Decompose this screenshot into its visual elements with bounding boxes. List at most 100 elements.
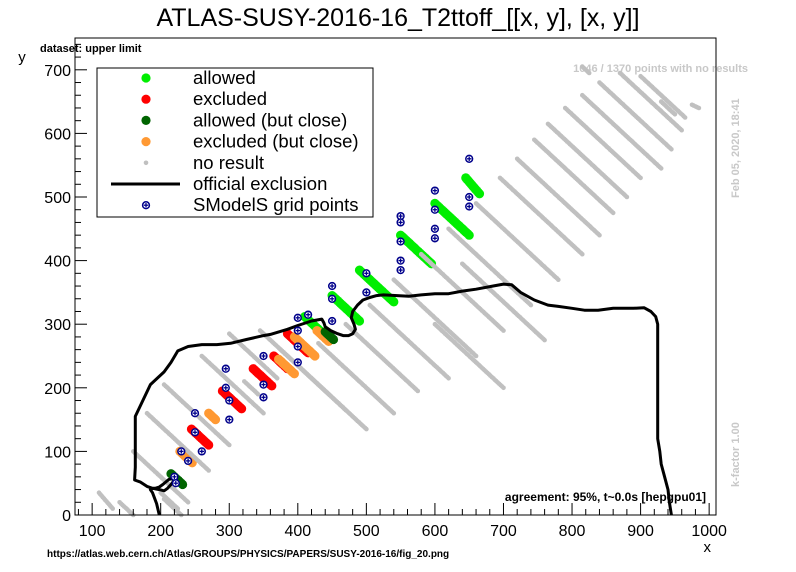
data-point [542,338,547,343]
band-no-result [474,201,561,282]
x-tick-label: 400 [284,523,311,540]
grid-point [329,318,336,325]
grid-point [198,448,205,455]
grid-point [260,381,267,388]
grid-point [432,225,439,232]
legend-marker [141,73,150,82]
y-tick-label: 600 [44,126,71,143]
band-no-result [690,103,702,111]
data-point [625,195,630,200]
grid-point [172,480,179,487]
grid-point [397,267,404,274]
band-no-result [433,322,506,390]
legend-label: excluded [193,88,267,109]
x-tick-label: 1000 [691,523,727,540]
legend-marker [141,95,150,104]
data-point [638,176,643,181]
x-tick-label: 300 [216,523,243,540]
data-point [261,411,266,416]
grid-point [432,235,439,242]
data-point [290,369,299,378]
data-point [206,468,211,473]
band-no-result [597,80,674,151]
y-tick-label: 500 [44,190,71,207]
grid-point [294,359,301,366]
data-point [683,115,688,120]
legend-label: excluded (but close) [193,131,359,152]
grid-point [226,416,233,423]
data-point [364,427,369,432]
grid-point [260,394,267,401]
data-point [256,392,261,397]
data-point [501,328,506,333]
data-point [597,233,602,238]
data-point [416,389,421,394]
x-axis-label: x [704,539,712,556]
data-point [186,500,191,505]
grid-point [466,203,473,210]
legend-marker [144,161,149,166]
grid-point [397,257,404,264]
data-point [329,335,338,344]
data-point [355,316,364,325]
x-tick-label: 600 [422,523,449,540]
data-point [475,189,484,198]
grid-point [294,343,301,350]
grid-point [226,397,233,404]
data-point [211,415,220,424]
grid-point [329,295,336,302]
x-tick-label: 200 [147,523,174,540]
official-exclusion-line [135,284,672,515]
data-point [611,211,616,216]
y-axis-label: y [18,49,26,66]
y-tick-label: 200 [44,381,71,398]
y-tick-label: 300 [44,317,71,334]
x-tick-label: 900 [627,523,654,540]
y-tick-label: 400 [44,254,71,271]
legend-label: official exclusion [193,173,327,194]
legend-label: no result [193,152,264,173]
grid-point [363,270,370,277]
y-tick-label: 0 [62,508,71,525]
band-no-result [580,64,592,75]
data-point [267,381,276,390]
grid-point [192,410,199,417]
band-allowed [461,173,484,198]
data-point [673,112,678,117]
data-point [465,231,474,240]
data-point [697,106,702,111]
x-tick-label: 500 [353,523,380,540]
data-point [659,166,664,171]
grid-point [294,314,301,321]
band-no-result [368,303,451,381]
grid-point [363,289,370,296]
grid-point [397,219,404,226]
band-no-result [446,227,533,308]
legend-label: allowed [193,67,256,88]
data-point [392,411,397,416]
data-point [227,443,232,448]
grid-point [185,458,192,465]
band-no-result [97,490,115,511]
band-no-result [292,360,369,431]
grid-point [222,384,229,391]
band-no-result [498,176,585,257]
grid-point [305,311,312,318]
y-tick-label: 100 [44,444,71,461]
x-tick-label: 700 [490,523,517,540]
band-no-result [618,71,684,133]
band-no-result [316,341,396,416]
data-point [556,277,561,282]
data-point [580,252,585,257]
grid-point [466,155,473,162]
legend-label: allowed (but close) [193,109,347,130]
data-point [204,440,213,449]
grid-point [192,429,199,436]
data-point [275,376,280,381]
data-point [389,297,398,306]
legend-marker [141,116,150,125]
data-point [669,147,674,152]
grid-point [294,327,301,334]
